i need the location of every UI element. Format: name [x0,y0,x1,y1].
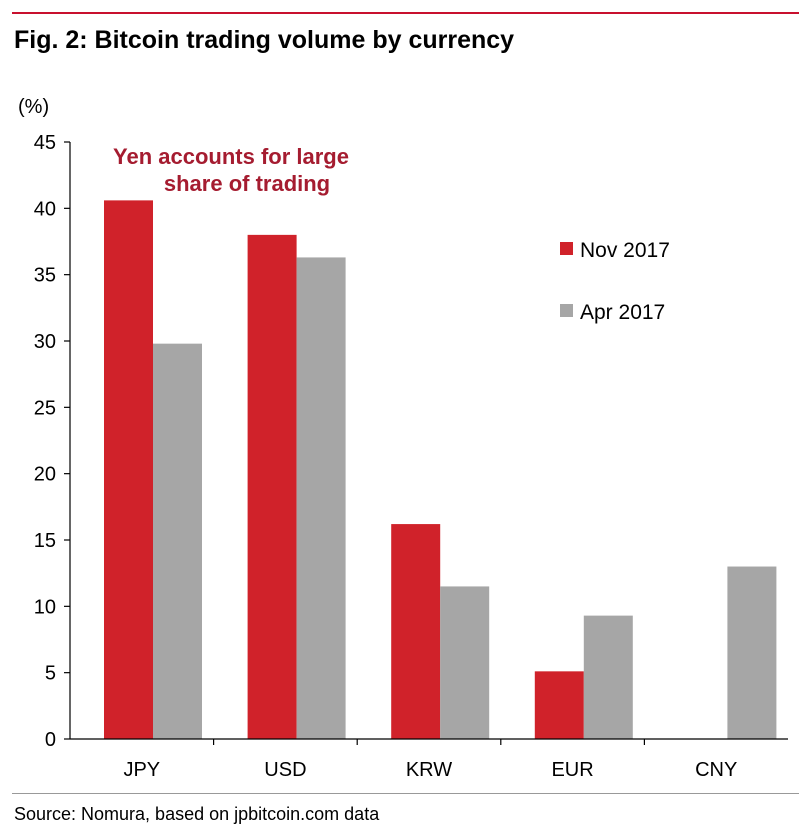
bar-eur-nov-2017 [535,671,584,739]
y-axis-unit-label: (%) [18,96,49,118]
legend-swatch-apr [560,304,573,317]
annotation-line-1: Yen accounts for large [113,144,349,169]
bar-jpy-nov-2017 [104,200,153,739]
y-tick-label: 35 [34,265,56,287]
legend-label-apr: Apr 2017 [580,301,665,324]
y-tick-label: 45 [34,132,56,154]
bar-jpy-apr-2017 [153,344,202,739]
bar-krw-apr-2017 [440,586,489,739]
y-tick-label: 5 [45,663,56,685]
y-tick-label: 40 [34,198,56,220]
x-tick-label-jpy: JPY [123,759,160,781]
x-tick-label-cny: CNY [695,759,737,781]
y-tick-label: 20 [34,464,56,486]
y-axis-ticks: 0 5 10 15 20 25 30 35 40 45 [34,132,70,751]
bottom-rule [12,793,799,794]
y-tick-label: 0 [45,729,56,751]
bar-usd-apr-2017 [297,257,346,739]
x-tick-label-krw: KRW [406,759,452,781]
bar-group [104,200,776,739]
legend-label-nov: Nov 2017 [580,239,670,262]
bar-cny-apr-2017 [727,567,776,739]
source-note: Source: Nomura, based on jpbitcoin.com d… [14,804,379,825]
x-tick-label-usd: USD [264,759,306,781]
y-tick-label: 10 [34,596,56,618]
y-tick-label: 15 [34,530,56,552]
legend-swatch-nov [560,242,573,255]
legend: Nov 2017 Apr 2017 [560,239,670,324]
y-tick-label: 30 [34,331,56,353]
bar-krw-nov-2017 [391,524,440,739]
bar-usd-nov-2017 [248,235,297,739]
y-tick-label: 25 [34,397,56,419]
annotation-line-2: share of trading [164,171,330,196]
x-tick-label-eur: EUR [551,759,593,781]
x-axis-ticks: JPY USD KRW EUR CNY [123,739,737,781]
bar-chart: (%) 0 5 10 15 20 25 30 35 40 45 JPY USD KRW EUR CNY Y… [0,0,811,800]
bar-eur-apr-2017 [584,616,633,739]
